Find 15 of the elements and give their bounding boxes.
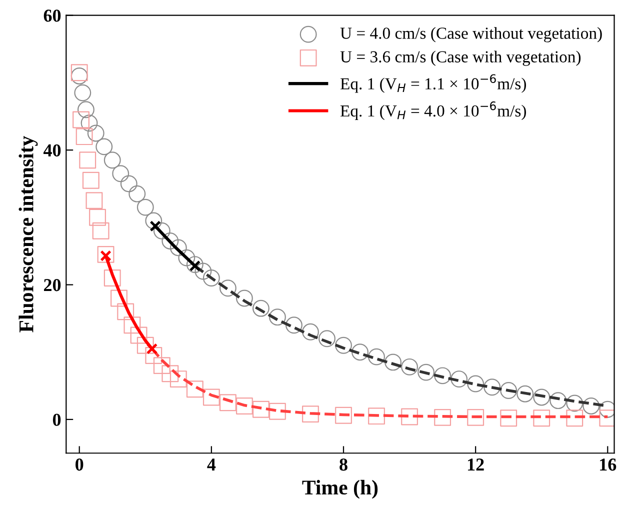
- x-tick-label: 12: [468, 458, 484, 471]
- y-axis-title: Fluorescence intensity: [18, 136, 38, 332]
- legend-label: Eq. 1 (V$_{H}$ = 1.1 × 10$^{−6}$m/s): [340, 74, 526, 93]
- y-tick-label: 20: [44, 279, 61, 292]
- x-tick-label: 16: [600, 458, 616, 471]
- y-tick-label: 40: [43, 144, 61, 156]
- x-axis-title: Time (h): [302, 480, 378, 499]
- x-tick-label: 4: [207, 458, 216, 471]
- y-tick-label: 0: [52, 414, 61, 426]
- legend-label: U = 3.6 cm/s (Case with vegetation): [340, 50, 581, 66]
- legend-label: U = 4.0 cm/s (Case without vegetation): [340, 27, 602, 42]
- x-tick-label: 8: [340, 458, 348, 471]
- legend-label: Eq. 1 (V$_{H}$ = 4.0 × 10$^{−6}$m/s): [340, 101, 526, 120]
- y-tick-label: 60: [44, 10, 61, 22]
- x-tick-label: 0: [76, 458, 84, 471]
